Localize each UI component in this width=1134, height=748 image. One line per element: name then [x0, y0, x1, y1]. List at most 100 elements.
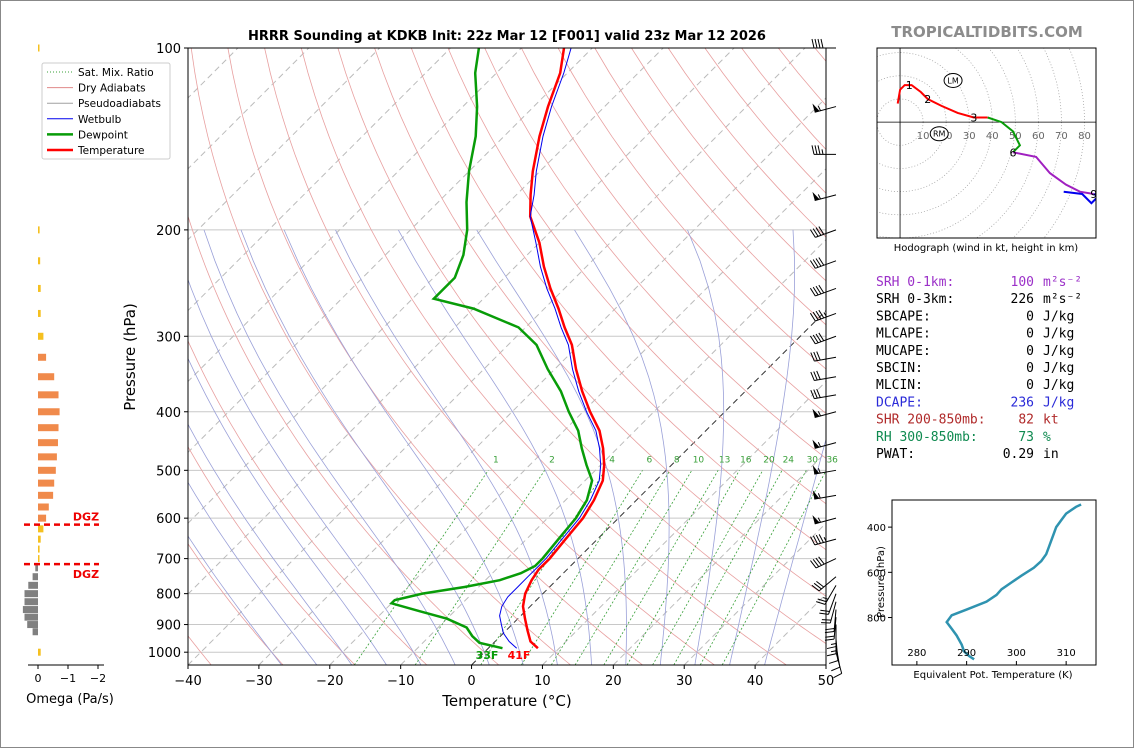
wind-barb: [812, 465, 837, 475]
chart-title: HRRR Sounding at KDKB Init: 22z Mar 12 […: [248, 29, 766, 44]
wind-barb-half: [821, 149, 824, 155]
wind-barb-full: [812, 559, 820, 567]
wind-barb-full: [810, 560, 817, 569]
stat-value: 0: [1026, 361, 1034, 376]
temperature-tick-label: 20: [605, 674, 622, 689]
storm-motion-marker: [943, 72, 963, 88]
omega-bar: [38, 373, 55, 381]
mixing-ratio-label: 6: [646, 456, 652, 466]
wind-barb-full: [811, 584, 820, 592]
stat-label: DCAPE:: [876, 395, 923, 410]
omega-bar: [32, 573, 38, 581]
hodograph-segment: [896, 84, 988, 119]
dry-adiabat: [594, 48, 826, 326]
stat-label: SBCIN:: [876, 361, 923, 376]
skewt-xlabel: Temperature (°C): [441, 692, 571, 710]
wind-barb-full: [831, 666, 841, 672]
omega-bar: [38, 453, 57, 461]
temperature-tick-label: −40: [174, 674, 201, 689]
wind-barb-half: [830, 643, 837, 646]
theta-e-frame: [891, 499, 1097, 666]
wind-barb-full: [810, 389, 815, 399]
wind-barb-half: [817, 517, 821, 523]
hodograph-rings: 1020304050607080: [877, 48, 1096, 238]
pseudoadiabat: [188, 481, 318, 665]
isotherm-line: [471, 309, 826, 665]
stat-label: SRH 0-1km:: [876, 275, 954, 290]
mixing-ratio-label: 2: [549, 456, 555, 466]
omega-bar: [32, 628, 38, 636]
pressure-tick-label: 400: [156, 406, 181, 421]
mixing-ratio-line: [673, 470, 783, 665]
theta-e-ylabel: Pressure (hPa): [876, 546, 887, 618]
dry-adiabat: [190, 48, 571, 665]
wind-barb-full: [809, 312, 816, 322]
dry-adiabat: [188, 445, 356, 665]
sounding-stats: SRH 0-1km: 100 m²s⁻² SRH 0-3km: 226 m²s⁻² SBCA…: [876, 275, 1082, 462]
hodograph-height-label: 2: [924, 93, 931, 106]
storm-motion-label: RM: [933, 130, 946, 139]
theta-e-ytick-label: 800: [867, 614, 886, 625]
omega-bar: [38, 503, 49, 511]
mixing-ratio-line: [414, 470, 546, 665]
omega-bar: [27, 621, 38, 629]
profile-wetbulb: [499, 48, 602, 649]
wind-barb: [809, 226, 837, 238]
dry-adiabat: [484, 48, 826, 459]
mixing-ratio-label: 8: [674, 456, 680, 466]
temperature-tick-label: −30: [245, 674, 272, 689]
mixing-ratio-line: [652, 470, 764, 665]
isotherm-line: [683, 522, 826, 665]
isotherm-line: [329, 168, 826, 665]
wind-barb-half: [823, 597, 829, 600]
wind-barb: [824, 609, 837, 634]
mixing-ratio-line: [550, 470, 671, 665]
theta-e-xlabel: Equivalent Pot. Temperature (K): [913, 670, 1072, 681]
wind-barb-shaft: [833, 609, 837, 632]
temperature-tick-label: 0: [467, 674, 475, 689]
wind-barb: [809, 284, 837, 297]
watermark-text: TROPICALTIDBITS.COM: [891, 23, 1083, 41]
wind-barb-full: [828, 660, 839, 664]
stat-label: RH 300-850mb:: [876, 430, 978, 445]
storm-motion-label: LM: [947, 76, 958, 85]
wind-barb-flag: [812, 408, 820, 418]
wind-barb-half: [823, 536, 827, 542]
wind-barb-flag: [812, 465, 820, 475]
stat-value: 73: [1018, 430, 1034, 445]
hodograph-ring-label: 40: [986, 131, 999, 142]
wind-barb: [809, 257, 837, 269]
stat-unit: kt: [1043, 413, 1059, 428]
wind-barb-full: [812, 228, 819, 237]
theta-e-tick-label: 290: [957, 648, 976, 659]
wind-barb: [812, 191, 837, 202]
wind-barb-full: [820, 38, 824, 49]
hodograph-ring-label: 10: [917, 131, 930, 142]
dry-adiabat: [557, 48, 826, 370]
pseudoadiabat: [240, 229, 490, 665]
mixing-ratio-label: 13: [719, 456, 730, 466]
surface-temp-label: 41F: [508, 649, 531, 662]
wind-barb: [812, 439, 837, 449]
wind-barb-shaft: [814, 411, 837, 418]
wind-barb-full: [825, 635, 835, 638]
wind-barb-full: [817, 598, 827, 603]
dry-adiabat: [188, 339, 428, 665]
omega-bar: [38, 555, 40, 563]
pseudoadiabat: [188, 423, 353, 665]
isotherm-line: [400, 238, 826, 665]
theta-e-panel: 280 290 300 310 400 600 800: [867, 503, 1082, 665]
hodograph-height-label: 3: [970, 112, 977, 125]
hodograph-ring-label: 30: [963, 131, 976, 142]
wind-barb-full: [811, 38, 815, 49]
theta-e-line: [945, 503, 1082, 661]
wind-barb: [824, 617, 837, 641]
wind-barb: [809, 309, 837, 322]
pseudoadiabat: [574, 229, 670, 665]
wind-barb-full: [810, 352, 815, 362]
legend-box: [41, 62, 171, 160]
omega-bar: [38, 466, 56, 474]
stat-label: MLCIN:: [876, 378, 923, 393]
hodograph-frame: [876, 47, 1097, 239]
